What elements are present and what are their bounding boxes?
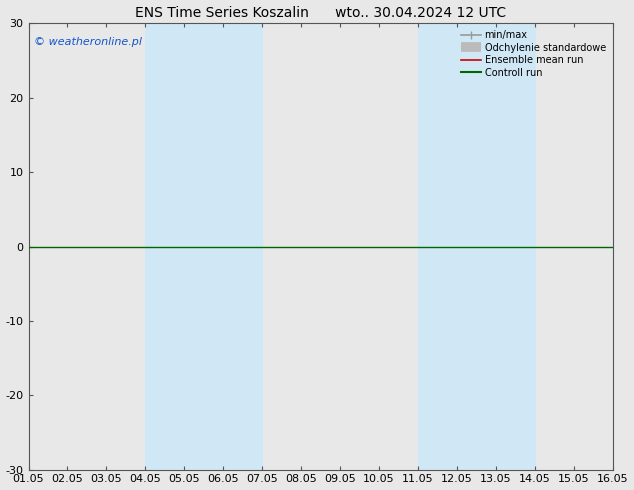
Legend: min/max, Odchylenie standardowe, Ensemble mean run, Controll run: min/max, Odchylenie standardowe, Ensembl…: [459, 28, 608, 79]
Title: ENS Time Series Koszalin      wto.. 30.04.2024 12 UTC: ENS Time Series Koszalin wto.. 30.04.202…: [135, 5, 506, 20]
Text: © weatheronline.pl: © weatheronline.pl: [34, 37, 143, 47]
Bar: [145, 24, 262, 469]
Bar: [418, 24, 534, 469]
